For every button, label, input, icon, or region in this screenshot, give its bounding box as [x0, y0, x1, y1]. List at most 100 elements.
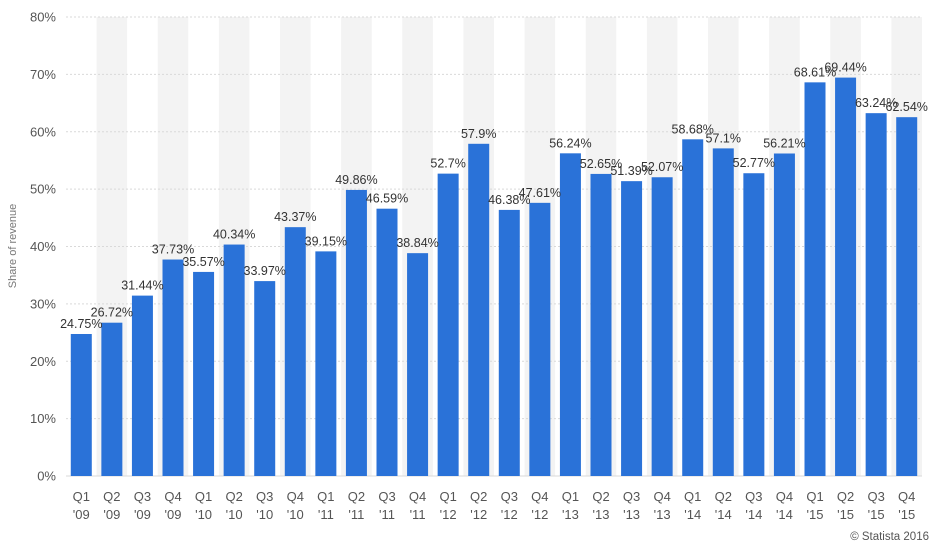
bar [437, 173, 459, 477]
x-tick-label-year: '09 [103, 507, 120, 522]
bar [407, 253, 429, 476]
bar [101, 322, 123, 476]
x-tick-label-year: '09 [134, 507, 151, 522]
data-label: 26.72% [91, 306, 133, 320]
x-tick-label-year: '11 [379, 507, 395, 522]
x-tick-label-quarter: Q4 [776, 489, 793, 504]
y-tick-label: 70% [30, 67, 56, 82]
bar [743, 173, 765, 477]
x-tick-label-year: '14 [715, 507, 732, 522]
data-label: 52.77% [733, 156, 775, 170]
bar [835, 77, 857, 476]
y-tick-label: 50% [30, 182, 56, 197]
x-tick-label-year: '14 [745, 507, 762, 522]
bar [345, 189, 367, 476]
data-label: 47.61% [519, 186, 561, 200]
x-axis-ticks: Q1 '09 Q2 '09 Q3 '09 Q4 '09 Q1 '10 Q2 '10 Q3 '10 Q4 '10… [73, 489, 916, 522]
y-tick-label: 30% [30, 296, 56, 311]
data-label: 40.34% [213, 228, 255, 242]
data-label: 43.37% [274, 210, 316, 224]
x-tick-label-quarter: Q3 [134, 489, 151, 504]
data-label: 37.73% [152, 243, 194, 257]
y-tick-label: 10% [30, 411, 56, 426]
bar [70, 333, 92, 476]
data-label: 46.59% [366, 192, 408, 206]
x-tick-label-quarter: Q1 [562, 489, 579, 504]
data-label: 33.97% [244, 264, 286, 278]
y-tick-label: 20% [30, 354, 56, 369]
y-axis-ticks: 0% 10% 20% 30% 40% 50% 60% 70% 80% [30, 10, 56, 484]
x-tick-label-quarter: Q3 [623, 489, 640, 504]
bar [682, 139, 704, 477]
x-tick-label-quarter: Q1 [195, 489, 212, 504]
bar [590, 173, 612, 476]
bar [131, 295, 153, 476]
x-tick-label-quarter: Q2 [715, 489, 732, 504]
data-label: 52.7% [430, 157, 465, 171]
x-tick-label-year: '12 [440, 507, 457, 522]
bar [376, 208, 398, 476]
data-label: 68.61% [794, 65, 836, 79]
x-tick-label-year: '15 [868, 507, 885, 522]
x-tick-label-quarter: Q1 [317, 489, 334, 504]
x-tick-label-quarter: Q1 [806, 489, 823, 504]
x-tick-label-quarter: Q3 [867, 489, 884, 504]
data-label: 58.68% [672, 122, 714, 136]
y-tick-label: 40% [30, 239, 56, 254]
data-label: 51.39% [610, 164, 652, 178]
x-tick-label-year: '12 [470, 507, 487, 522]
bar [284, 227, 306, 476]
data-label: 35.57% [182, 255, 224, 269]
statista-credit: © Statista 2016 [850, 531, 929, 543]
bar [651, 177, 673, 476]
x-tick-label-quarter: Q2 [103, 489, 120, 504]
bar [468, 143, 490, 476]
x-tick-label-year: '10 [226, 507, 243, 522]
x-tick-label-quarter: Q4 [653, 489, 670, 504]
x-tick-label-year: '15 [898, 507, 915, 522]
x-tick-label-year: '13 [623, 507, 640, 522]
y-tick-label: 60% [30, 124, 56, 139]
x-tick-label-year: '13 [654, 507, 671, 522]
data-label: 38.84% [396, 236, 438, 250]
x-tick-label-year: '11 [410, 507, 426, 522]
x-tick-label-quarter: Q3 [378, 489, 395, 504]
x-tick-label-quarter: Q4 [898, 489, 915, 504]
bar [773, 153, 795, 477]
x-tick-label-quarter: Q3 [501, 489, 518, 504]
x-tick-label-year: '11 [348, 507, 364, 522]
x-tick-label-year: '15 [837, 507, 854, 522]
data-label: 46.38% [488, 193, 530, 207]
x-tick-label-quarter: Q1 [439, 489, 456, 504]
x-tick-label-year: '10 [287, 507, 304, 522]
x-tick-label-quarter: Q3 [256, 489, 273, 504]
bar [162, 259, 184, 476]
x-tick-label-quarter: Q2 [837, 489, 854, 504]
bar [865, 113, 887, 477]
data-label: 57.1% [706, 131, 741, 145]
x-tick-label-quarter: Q4 [164, 489, 181, 504]
x-tick-label-year: '11 [318, 507, 334, 522]
x-tick-label-quarter: Q2 [470, 489, 487, 504]
x-tick-label-quarter: Q2 [592, 489, 609, 504]
x-tick-label-quarter: Q2 [225, 489, 242, 504]
data-label: 69.44% [824, 61, 866, 75]
value-labels: 24.75%26.72% 31.44% 37.73%35.57% 40.34% 33.9… [60, 61, 928, 331]
bar [529, 202, 551, 476]
x-tick-label-year: '15 [807, 507, 824, 522]
data-label: 49.86% [335, 173, 377, 187]
data-label: 63.24% [855, 96, 897, 110]
x-tick-label-year: '12 [501, 507, 518, 522]
x-tick-label-quarter: Q3 [745, 489, 762, 504]
y-tick-label: 0% [37, 469, 56, 484]
data-label: 56.21% [763, 136, 805, 150]
x-tick-label-quarter: Q1 [684, 489, 701, 504]
x-tick-label-quarter: Q4 [287, 489, 304, 504]
bar [559, 153, 581, 476]
data-label: 31.44% [121, 279, 163, 293]
bar [712, 148, 734, 477]
data-label: 52.07% [641, 160, 683, 174]
x-tick-label-year: '13 [593, 507, 610, 522]
